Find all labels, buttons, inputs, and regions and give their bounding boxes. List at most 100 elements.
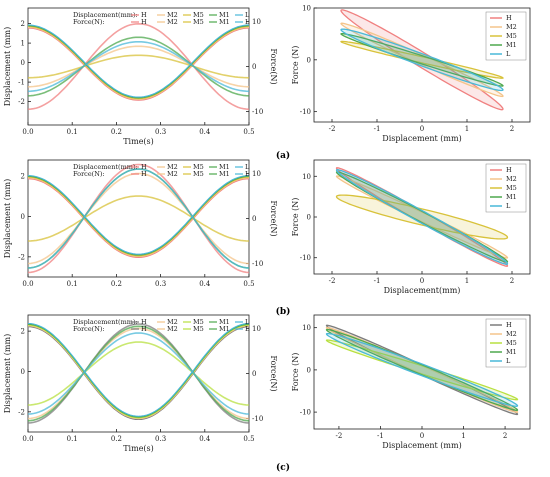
legend-entry: M5 bbox=[506, 32, 517, 40]
x-tick-label: 0.5 bbox=[243, 435, 254, 443]
x-axis-label: Time(s) bbox=[123, 137, 154, 146]
legend-force-entry: M5 bbox=[193, 325, 204, 333]
y-right-tick-label: 10 bbox=[252, 325, 261, 333]
x-tick-label: 2 bbox=[510, 125, 514, 133]
x-tick-label: -2 bbox=[329, 277, 336, 285]
displacement-line-L bbox=[27, 322, 250, 417]
y-right-tick-label: 10 bbox=[252, 18, 261, 26]
legend-entry: H bbox=[506, 166, 512, 174]
legend-displacement-entry: L bbox=[245, 318, 250, 326]
x-tick-label: 1 bbox=[465, 277, 469, 285]
x-axis-label: Displacement(mm) bbox=[384, 286, 461, 295]
displacement-line-M5 bbox=[27, 176, 250, 257]
x-tick-label: 0.3 bbox=[155, 280, 166, 288]
y-tick-label: 0 bbox=[21, 368, 25, 376]
displacement-line-M2 bbox=[27, 325, 250, 420]
x-tick-label: 0.2 bbox=[111, 280, 122, 288]
time-chart-b-time: 0.0 0.1 0.2 0.3 0.4 0.5 -2 0 2 -10 0 10 Displacement… bbox=[3, 159, 278, 288]
y-tick-label: 2 bbox=[21, 173, 25, 181]
x-tick-label: 2 bbox=[510, 277, 514, 285]
y-right-tick-label: 0 bbox=[252, 63, 256, 71]
legend-displacement-entry: M2 bbox=[167, 318, 178, 326]
legend-displacement-label: Displacement(mm): bbox=[73, 318, 138, 326]
x-tick-label: 0.4 bbox=[199, 128, 211, 136]
displacement-line-M2 bbox=[27, 177, 250, 258]
y-tick-label: -10 bbox=[300, 254, 311, 262]
legend-entry: H bbox=[506, 14, 512, 22]
y-axis-label: Force (N) bbox=[291, 198, 300, 237]
hysteresis-loop-M1 bbox=[325, 328, 519, 411]
force-line-M1 bbox=[27, 36, 250, 97]
legend-entry: L bbox=[506, 357, 511, 365]
legend-force-entry: M2 bbox=[167, 170, 178, 178]
hysteresis-loop-L bbox=[340, 28, 504, 92]
legend-entry: M1 bbox=[506, 193, 517, 201]
x-tick-label: 0 bbox=[420, 125, 424, 133]
y-right-tick-label: 0 bbox=[252, 370, 256, 378]
legend-displacement-label: Displacement(mm): bbox=[73, 11, 138, 19]
legend-entry: M1 bbox=[506, 348, 517, 356]
legend-force-entry: H bbox=[141, 170, 147, 178]
x-tick-label: -1 bbox=[377, 432, 384, 440]
y-tick-label: -2 bbox=[18, 408, 25, 416]
legend-force-entry: H bbox=[141, 18, 147, 26]
y-axis-label: Force (N) bbox=[291, 353, 300, 392]
y-tick-label: 0 bbox=[21, 213, 25, 221]
y-right-axis-label: Force(N) bbox=[269, 200, 278, 236]
legend-displacement-entry: M1 bbox=[219, 163, 230, 171]
x-tick-label: 0.1 bbox=[67, 435, 78, 443]
hysteresis-loop-M2 bbox=[340, 22, 504, 98]
legend-displacement-entry: M5 bbox=[193, 163, 204, 171]
y-tick-label: -1 bbox=[18, 79, 25, 87]
hysteresis-loop-L bbox=[335, 169, 509, 265]
x-axis-label: Time(s) bbox=[123, 444, 154, 453]
panel-label: (a) bbox=[276, 150, 290, 161]
legend-force-entry: M5 bbox=[193, 170, 204, 178]
x-tick-label: 0.0 bbox=[22, 435, 33, 443]
y-right-axis-label: Force(N) bbox=[269, 355, 278, 391]
displacement-line-L bbox=[27, 24, 250, 98]
x-tick-label: 0.4 bbox=[199, 280, 211, 288]
x-tick-label: 0.0 bbox=[22, 128, 33, 136]
legend-force-entry: M5 bbox=[193, 18, 204, 26]
y-tick-label: -10 bbox=[300, 108, 311, 116]
legend-force-entry: M1 bbox=[219, 325, 230, 333]
legend-displacement-entry: H bbox=[141, 163, 147, 171]
x-axis-label: Displacement (mm) bbox=[382, 134, 461, 143]
legend-displacement-entry: M1 bbox=[219, 11, 230, 19]
displacement-line-H bbox=[27, 27, 250, 101]
legend-force-entry: M2 bbox=[167, 18, 178, 26]
legend-displacement-entry: L bbox=[245, 11, 250, 19]
x-tick-label: 0.2 bbox=[111, 435, 122, 443]
legend-entry: M5 bbox=[506, 339, 517, 347]
force-line-L bbox=[27, 41, 250, 93]
x-tick-label: -2 bbox=[336, 432, 343, 440]
y-tick-label: 2 bbox=[21, 20, 25, 28]
y-tick-label: 10 bbox=[302, 173, 311, 181]
panel-label: (b) bbox=[276, 306, 291, 317]
y-tick-label: -2 bbox=[18, 98, 25, 106]
legend-force-entry: L bbox=[245, 170, 250, 178]
hysteresis-loop-H bbox=[340, 9, 504, 111]
y-tick-label: 1 bbox=[21, 40, 25, 48]
legend-displacement-entry: H bbox=[141, 11, 147, 19]
displacement-line-L bbox=[27, 174, 250, 255]
legend-force-entry: H bbox=[141, 325, 147, 333]
x-tick-label: 0.4 bbox=[199, 435, 211, 443]
displacement-line-M1 bbox=[27, 175, 250, 256]
force-line-M5 bbox=[27, 195, 250, 242]
x-tick-label: -1 bbox=[374, 125, 381, 133]
y-tick-label: -10 bbox=[300, 409, 311, 417]
y-right-tick-label: 10 bbox=[252, 170, 261, 178]
legend-entry: M1 bbox=[506, 41, 517, 49]
y-tick-label: 2 bbox=[21, 328, 25, 336]
y-right-tick-label: -10 bbox=[252, 108, 263, 116]
displacement-line-M5 bbox=[27, 324, 250, 419]
legend-displacement-entry: L bbox=[245, 163, 250, 171]
time-chart-a-time: 0.0 0.1 0.2 0.3 0.4 0.5-2-1012-10010Time(s)Di… bbox=[3, 7, 278, 146]
x-tick-label: 0.3 bbox=[155, 435, 166, 443]
y-tick-label: 0 bbox=[21, 59, 25, 67]
